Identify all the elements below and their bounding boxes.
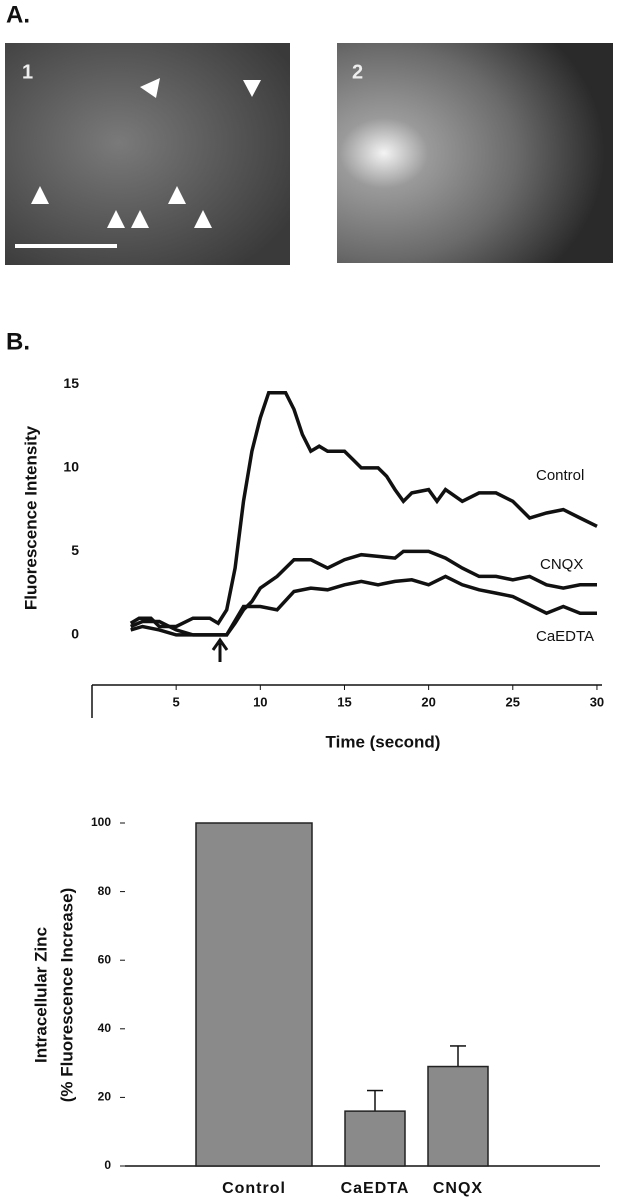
image-label: 1	[22, 61, 33, 83]
x-tick-label: 15	[337, 694, 351, 709]
y-tick-label: 5	[71, 542, 79, 558]
x-tick-label: 5	[173, 694, 180, 709]
panel-label: B.	[6, 328, 30, 355]
micrograph	[337, 43, 613, 263]
y-tick-label: 40	[98, 1021, 112, 1035]
y-axis-label: (% Fluorescence Increase)	[57, 888, 76, 1102]
x-tick-label: 20	[421, 694, 435, 709]
x-tick-label: 25	[506, 694, 520, 709]
data-line	[129, 390, 598, 629]
y-tick-label: 20	[98, 1090, 112, 1104]
y-tick-label: 10	[63, 459, 79, 475]
series-label: CNQX	[540, 556, 583, 573]
y-axis-label: Fluorescence Intensity	[21, 425, 40, 610]
x-tick-label: CaEDTA	[341, 1180, 410, 1197]
scale-bar	[15, 244, 117, 248]
x-tick-label: 10	[253, 694, 267, 709]
data-line	[130, 549, 597, 637]
bar	[427, 1065, 489, 1167]
y-tick-label: 15	[63, 375, 79, 391]
bar	[195, 822, 313, 1167]
arrowheads	[31, 78, 261, 228]
x-axis-label: Time (second)	[326, 732, 441, 751]
series-label: Control	[536, 467, 584, 484]
y-tick-label: 100	[91, 815, 111, 829]
x-tick-label: CNQX	[433, 1180, 483, 1197]
y-tick-label: 60	[98, 952, 112, 966]
y-tick-label: 0	[104, 1158, 111, 1172]
x-tick-label: Control	[222, 1180, 286, 1197]
y-tick-label: 80	[98, 884, 112, 898]
y-axis-label: Intracellular Zinc	[31, 927, 50, 1063]
x-tick-label: 30	[590, 694, 604, 709]
data-line	[130, 574, 597, 637]
y-tick-label: 0	[71, 626, 79, 642]
series-label: CaEDTA	[536, 628, 594, 645]
stimulus-arrow	[211, 637, 229, 662]
image-label: 2	[352, 61, 363, 83]
panel-label: A.	[6, 1, 30, 28]
micrograph	[5, 43, 290, 265]
bar	[344, 1110, 406, 1167]
